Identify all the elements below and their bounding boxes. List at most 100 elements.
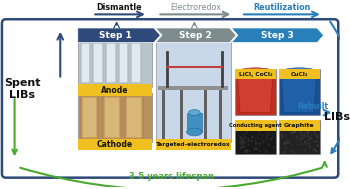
Text: CuCl₂: CuCl₂	[290, 72, 308, 77]
Ellipse shape	[308, 141, 309, 143]
Bar	[159, 86, 229, 90]
Polygon shape	[231, 28, 324, 43]
Bar	[125, 96, 143, 139]
Ellipse shape	[254, 129, 257, 130]
FancyArrowPatch shape	[322, 162, 327, 167]
Ellipse shape	[242, 141, 244, 143]
Bar	[279, 69, 320, 115]
Ellipse shape	[264, 129, 265, 132]
Ellipse shape	[238, 149, 241, 150]
Ellipse shape	[270, 128, 272, 130]
Text: 3-5 years lifespan: 3-5 years lifespan	[128, 172, 214, 181]
Ellipse shape	[264, 122, 266, 124]
Ellipse shape	[262, 125, 263, 126]
Text: LiCl, CoCl₂: LiCl, CoCl₂	[239, 72, 272, 77]
Bar	[279, 69, 320, 80]
Ellipse shape	[246, 142, 248, 144]
Ellipse shape	[257, 139, 259, 141]
FancyArrowPatch shape	[20, 168, 322, 189]
Text: Reutilization: Reutilization	[253, 3, 310, 12]
Ellipse shape	[262, 127, 264, 128]
Ellipse shape	[308, 151, 309, 153]
Ellipse shape	[281, 142, 283, 144]
Ellipse shape	[256, 147, 257, 149]
Ellipse shape	[316, 151, 319, 153]
Bar	[105, 98, 119, 137]
Ellipse shape	[284, 139, 285, 142]
Ellipse shape	[300, 135, 301, 137]
Ellipse shape	[281, 68, 317, 76]
Ellipse shape	[266, 140, 268, 141]
Ellipse shape	[263, 132, 266, 133]
Ellipse shape	[271, 142, 272, 144]
Ellipse shape	[296, 147, 298, 149]
Text: Graphite: Graphite	[284, 123, 315, 128]
Bar	[106, 43, 116, 83]
Ellipse shape	[303, 151, 305, 152]
Ellipse shape	[258, 126, 260, 129]
Ellipse shape	[301, 150, 303, 152]
Ellipse shape	[239, 149, 242, 152]
Ellipse shape	[259, 122, 261, 123]
Text: Electroredox: Electroredox	[170, 3, 221, 12]
Ellipse shape	[240, 140, 242, 143]
Ellipse shape	[305, 147, 307, 150]
Ellipse shape	[316, 122, 318, 124]
Ellipse shape	[255, 124, 258, 126]
Ellipse shape	[259, 137, 260, 139]
Ellipse shape	[257, 151, 259, 153]
Ellipse shape	[272, 125, 274, 127]
Ellipse shape	[245, 143, 247, 145]
Ellipse shape	[290, 147, 293, 148]
Ellipse shape	[294, 129, 296, 131]
Ellipse shape	[290, 139, 292, 141]
Ellipse shape	[303, 130, 306, 132]
Ellipse shape	[298, 142, 300, 143]
Bar	[187, 112, 202, 132]
Ellipse shape	[281, 139, 284, 140]
Ellipse shape	[290, 136, 292, 137]
Ellipse shape	[258, 143, 261, 145]
Ellipse shape	[247, 125, 249, 126]
Ellipse shape	[241, 139, 244, 142]
Ellipse shape	[237, 134, 240, 136]
Ellipse shape	[304, 139, 306, 142]
Bar	[107, 43, 115, 82]
Ellipse shape	[299, 151, 301, 153]
Ellipse shape	[289, 132, 291, 135]
Ellipse shape	[266, 142, 268, 144]
Ellipse shape	[297, 149, 299, 151]
Ellipse shape	[295, 149, 297, 151]
Bar	[80, 96, 98, 139]
Ellipse shape	[243, 138, 244, 139]
Ellipse shape	[314, 124, 316, 126]
Ellipse shape	[252, 122, 254, 124]
Text: Step 1: Step 1	[99, 31, 132, 40]
Ellipse shape	[270, 126, 272, 128]
Ellipse shape	[295, 149, 296, 151]
Ellipse shape	[315, 143, 317, 146]
Ellipse shape	[281, 125, 284, 128]
Ellipse shape	[260, 149, 262, 150]
Ellipse shape	[251, 126, 253, 128]
Ellipse shape	[260, 122, 263, 123]
Ellipse shape	[285, 128, 287, 131]
Ellipse shape	[261, 137, 263, 139]
Ellipse shape	[305, 130, 308, 133]
Ellipse shape	[285, 144, 288, 146]
Bar	[78, 41, 152, 87]
Bar	[279, 120, 320, 131]
Ellipse shape	[241, 136, 243, 137]
Ellipse shape	[268, 123, 270, 126]
Polygon shape	[155, 28, 236, 43]
Bar	[120, 43, 127, 82]
Ellipse shape	[262, 122, 265, 124]
Bar	[155, 139, 231, 150]
Ellipse shape	[258, 123, 260, 125]
Bar	[127, 98, 141, 137]
Ellipse shape	[261, 131, 263, 133]
Text: Spent
LIBs: Spent LIBs	[4, 78, 41, 100]
Ellipse shape	[289, 143, 292, 145]
Ellipse shape	[189, 110, 200, 115]
Ellipse shape	[290, 136, 292, 138]
